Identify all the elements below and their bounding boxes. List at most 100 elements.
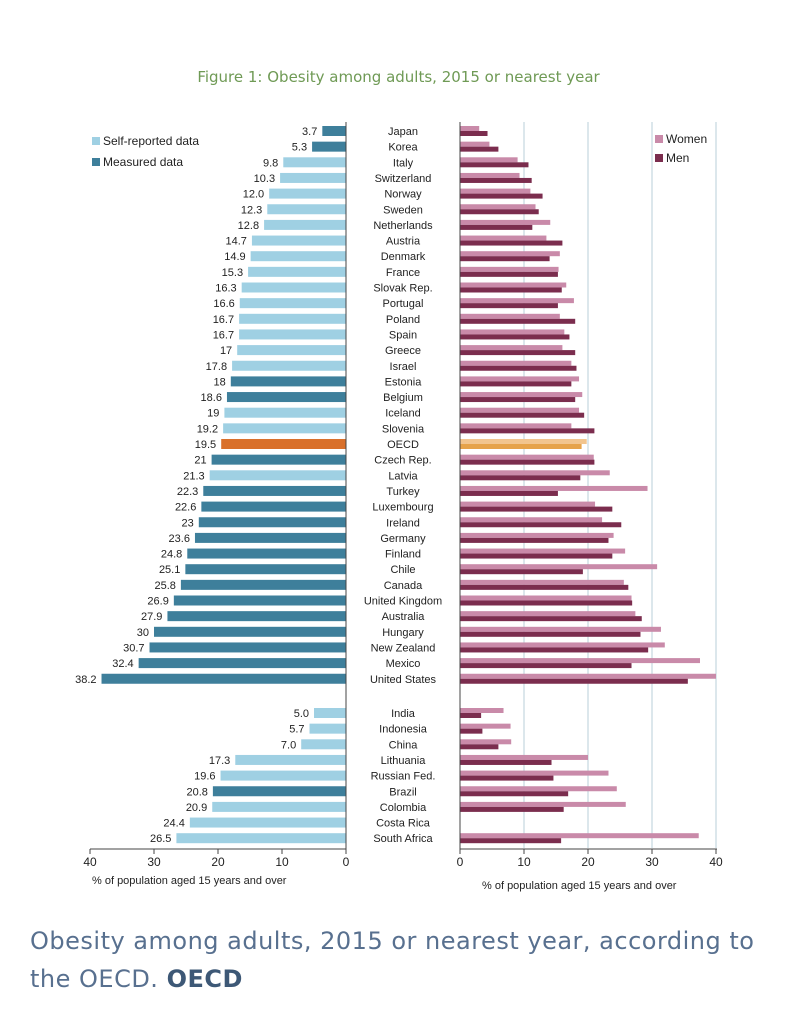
country-label-united-states: United States	[370, 674, 437, 686]
left-bar-finland	[187, 548, 346, 559]
value-label-iceland: 19	[207, 408, 219, 420]
left-bar-portugal	[239, 298, 346, 309]
value-label-switzerland: 10.3	[254, 173, 275, 185]
value-label-oecd: 19.5	[195, 439, 216, 451]
men-bar-switzerland	[460, 177, 532, 183]
value-label-estonia: 18	[214, 376, 226, 388]
value-label-ireland: 23	[182, 517, 194, 529]
value-label-greece: 17	[220, 345, 232, 357]
men-bar-united-kingdom	[460, 600, 633, 606]
men-bar-lithuania	[460, 759, 552, 765]
right-tick-label-40: 40	[709, 855, 723, 869]
left-bar-spain	[239, 329, 346, 340]
left-bar-brazil	[212, 786, 346, 797]
country-label-new-zealand: New Zealand	[371, 642, 436, 654]
left-bar-mexico	[138, 658, 346, 669]
value-label-latvia: 21.3	[183, 470, 204, 482]
country-label-indonesia: Indonesia	[379, 724, 428, 736]
women-bar-india	[460, 708, 504, 713]
men-bar-latvia	[460, 475, 581, 481]
value-label-japan: 3.7	[302, 126, 317, 138]
men-bar-portugal	[460, 303, 558, 309]
left-bar-norway	[269, 188, 346, 199]
men-bar-france	[460, 271, 558, 277]
legend-label-women: Women	[666, 132, 707, 146]
country-label-korea: Korea	[388, 142, 418, 154]
men-bar-new-zealand	[460, 647, 649, 653]
country-label-australia: Australia	[382, 611, 426, 623]
men-bar-austria	[460, 240, 563, 246]
men-bar-oecd	[460, 444, 582, 449]
value-label-colombia: 20.9	[186, 802, 207, 814]
left-bar-south-africa	[176, 833, 346, 844]
left-tick-label-0: 0	[343, 855, 350, 869]
left-bar-united-states	[101, 673, 347, 684]
women-bar-slovak-rep	[460, 282, 567, 288]
men-bar-canada	[460, 584, 629, 590]
left-bar-france	[248, 266, 346, 277]
women-bar-turkey	[460, 485, 648, 491]
value-label-brazil: 20.8	[186, 786, 207, 798]
men-bar-india	[460, 713, 482, 718]
value-label-germany: 23.6	[169, 533, 190, 545]
women-bar-canada	[460, 579, 624, 585]
men-bar-poland	[460, 318, 576, 324]
left-bar-czech-rep	[211, 454, 346, 465]
legend-label-measured: Measured data	[103, 155, 183, 169]
figure-caption: Obesity among adults, 2015 or nearest ye…	[30, 922, 775, 998]
left-bar-germany	[194, 532, 346, 543]
women-bar-russian-fed	[460, 770, 609, 776]
men-bar-colombia	[460, 806, 564, 812]
country-label-china: China	[389, 739, 419, 751]
men-bar-korea	[460, 146, 499, 152]
legend-swatch-self	[92, 137, 100, 145]
country-label-israel: Israel	[390, 361, 417, 373]
country-label-hungary: Hungary	[382, 627, 424, 639]
country-label-lithuania: Lithuania	[381, 755, 427, 767]
left-bar-slovak-rep	[241, 282, 346, 293]
value-label-finland: 24.8	[161, 549, 182, 561]
country-label-luxembourg: Luxembourg	[372, 502, 433, 514]
value-label-united-states: 38.2	[75, 674, 96, 686]
country-label-canada: Canada	[384, 580, 423, 592]
women-bar-poland	[460, 313, 560, 319]
women-bar-denmark	[460, 251, 560, 257]
left-bar-netherlands	[264, 219, 346, 230]
value-label-italy: 9.8	[263, 157, 278, 169]
left-bar-new-zealand	[149, 642, 346, 653]
left-bar-turkey	[203, 485, 346, 496]
women-bar-slovenia	[460, 423, 572, 429]
country-label-portugal: Portugal	[383, 298, 424, 310]
value-label-indonesia: 5.7	[289, 724, 304, 736]
value-label-turkey: 22.3	[177, 486, 198, 498]
men-bar-estonia	[460, 381, 572, 387]
value-label-luxembourg: 22.6	[175, 502, 196, 514]
left-bar-austria	[251, 235, 346, 246]
women-bar-oecd	[460, 439, 587, 444]
women-bar-finland	[460, 548, 626, 554]
women-bar-iceland	[460, 407, 580, 413]
women-bar-france	[460, 266, 559, 272]
women-bar-luxembourg	[460, 501, 596, 507]
left-bar-india	[314, 708, 346, 718]
left-bar-lithuania	[235, 754, 346, 765]
value-label-czech-rep: 21	[194, 455, 206, 467]
value-label-austria: 14.7	[225, 236, 246, 248]
women-bar-hungary	[460, 626, 661, 632]
left-bar-sweden	[267, 204, 346, 215]
value-label-hungary: 30	[137, 627, 149, 639]
country-label-spain: Spain	[389, 329, 417, 341]
right-axis-title: % of population aged 15 years and over	[482, 880, 677, 892]
value-label-lithuania: 17.3	[209, 755, 230, 767]
value-label-slovenia: 19.2	[197, 423, 218, 435]
men-bar-sweden	[460, 209, 539, 215]
country-label-italy: Italy	[393, 157, 414, 169]
men-bar-norway	[460, 193, 543, 199]
figure-title: Figure 1: Obesity among adults, 2015 or …	[197, 68, 600, 86]
men-bar-czech-rep	[460, 459, 595, 465]
value-label-chile: 25.1	[159, 564, 180, 576]
left-tick-label-10: 10	[275, 855, 289, 869]
men-bar-russian-fed	[460, 775, 554, 781]
value-label-korea: 5.3	[292, 142, 307, 154]
left-bar-canada	[180, 579, 346, 590]
